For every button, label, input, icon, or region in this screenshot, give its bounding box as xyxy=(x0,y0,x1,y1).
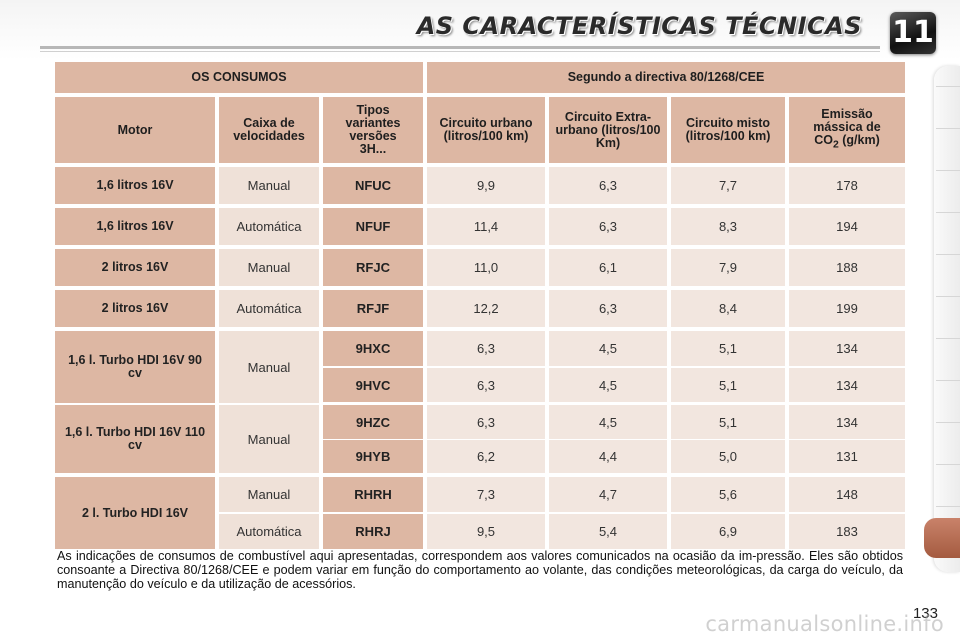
urban-value: 9,5 xyxy=(427,514,545,549)
motor-cell: 1,6 l. Turbo HDI 16V 90 cv xyxy=(55,331,215,403)
co2-subscript: 2 xyxy=(832,139,839,151)
variant-cell: 9HXC xyxy=(323,331,423,366)
col-header-motor: Motor xyxy=(55,97,215,163)
col-header-extra-urban: Circuito Extra-urbano (litros/100 Km) xyxy=(549,97,667,163)
chapter-tab[interactable] xyxy=(936,212,960,213)
extra-urban-value: 6,3 xyxy=(549,167,667,204)
co2-label: Emissão mássica de CO xyxy=(813,107,881,148)
chapter-tab[interactable] xyxy=(936,338,960,339)
chapter-tab[interactable] xyxy=(936,464,960,465)
extra-urban-value: 4,7 xyxy=(549,477,667,512)
col-header-variants: Tipos variantes versões 3H... xyxy=(323,97,423,163)
chapter-tab-active[interactable] xyxy=(924,518,960,558)
chapter-tab[interactable] xyxy=(936,296,960,297)
watermark: carmanualsonline.info xyxy=(705,612,944,636)
page-title: AS CARACTERÍSTICAS TÉCNICAS xyxy=(416,12,862,40)
co2-value: 178 xyxy=(789,167,905,204)
motor-cell: 2 litros 16V xyxy=(55,249,215,286)
mixed-value: 5,1 xyxy=(671,368,785,402)
variant-cell: 9HZC xyxy=(323,405,423,439)
mixed-value: 8,4 xyxy=(671,290,785,327)
variant-cell: RHRJ xyxy=(323,514,423,549)
extra-urban-value: 5,4 xyxy=(549,514,667,549)
urban-value: 6,3 xyxy=(427,405,545,439)
chapter-tabs[interactable] xyxy=(934,66,960,572)
extra-urban-value: 6,3 xyxy=(549,208,667,245)
mixed-value: 7,9 xyxy=(671,249,785,286)
gearbox-cell: Automática xyxy=(219,208,319,245)
motor-cell: 2 litros 16V xyxy=(55,290,215,327)
mixed-value: 5,0 xyxy=(671,440,785,473)
col-header-gearbox: Caixa de velocidades xyxy=(219,97,319,163)
header-rule-thin xyxy=(40,51,880,52)
chapter-tab[interactable] xyxy=(936,170,960,171)
urban-value: 7,3 xyxy=(427,477,545,512)
motor-cell: 1,6 litros 16V xyxy=(55,208,215,245)
variant-cell: NFUC xyxy=(323,167,423,204)
motor-cell: 1,6 l. Turbo HDI 16V 110 cv xyxy=(55,405,215,473)
co2-value: 199 xyxy=(789,290,905,327)
chapter-tab[interactable] xyxy=(936,380,960,381)
urban-value: 12,2 xyxy=(427,290,545,327)
chapter-badge: 11 xyxy=(890,12,936,54)
col-header-mixed: Circuito misto (litros/100 km) xyxy=(671,97,785,163)
extra-urban-value: 4,5 xyxy=(549,368,667,402)
chapter-tab[interactable] xyxy=(936,506,960,507)
urban-value: 9,9 xyxy=(427,167,545,204)
gearbox-cell: Manual xyxy=(219,405,319,473)
page-number: 133 xyxy=(912,605,938,622)
co2-value: 134 xyxy=(789,368,905,402)
co2-value: 148 xyxy=(789,477,905,512)
co2-value: 134 xyxy=(789,405,905,439)
extra-urban-value: 4,5 xyxy=(549,331,667,366)
section-header-directive: Segundo a directiva 80/1268/CEE xyxy=(427,62,905,93)
mixed-value: 6,9 xyxy=(671,514,785,549)
co2-unit: (g/km) xyxy=(838,133,880,148)
chapter-tab[interactable] xyxy=(936,128,960,129)
mixed-value: 8,3 xyxy=(671,208,785,245)
motor-cell: 1,6 litros 16V xyxy=(55,167,215,204)
co2-value: 188 xyxy=(789,249,905,286)
mixed-value: 5,6 xyxy=(671,477,785,512)
gearbox-cell: Manual xyxy=(219,167,319,204)
chapter-tab[interactable] xyxy=(936,422,960,423)
footnote: As indicações de consumos de combustível… xyxy=(57,549,903,591)
variant-cell: NFUF xyxy=(323,208,423,245)
mixed-value: 7,7 xyxy=(671,167,785,204)
header-band xyxy=(0,0,960,60)
chapter-tab[interactable] xyxy=(936,254,960,255)
urban-value: 6,3 xyxy=(427,368,545,402)
col-header-co2: Emissão mássica de CO2 (g/km) xyxy=(789,97,905,163)
section-header-consumption: OS CONSUMOS xyxy=(55,62,423,93)
variant-cell: 9HVC xyxy=(323,368,423,402)
extra-urban-value: 4,4 xyxy=(549,440,667,473)
co2-value: 131 xyxy=(789,440,905,473)
motor-cell: 2 l. Turbo HDI 16V xyxy=(55,477,215,549)
co2-value: 134 xyxy=(789,331,905,366)
co2-value: 183 xyxy=(789,514,905,549)
variant-cell: RFJF xyxy=(323,290,423,327)
gearbox-cell: Automática xyxy=(219,290,319,327)
mixed-value: 5,1 xyxy=(671,405,785,439)
urban-value: 6,2 xyxy=(427,440,545,473)
chapter-tab[interactable] xyxy=(936,86,960,87)
variant-cell: 9HYB xyxy=(323,440,423,473)
extra-urban-value: 6,1 xyxy=(549,249,667,286)
co2-value: 194 xyxy=(789,208,905,245)
gearbox-cell: Manual xyxy=(219,249,319,286)
mixed-value: 5,1 xyxy=(671,331,785,366)
gearbox-cell: Manual xyxy=(219,331,319,403)
urban-value: 6,3 xyxy=(427,331,545,366)
gearbox-cell: Manual xyxy=(219,477,319,512)
urban-value: 11,4 xyxy=(427,208,545,245)
variant-cell: RHRH xyxy=(323,477,423,512)
extra-urban-value: 4,5 xyxy=(549,405,667,439)
col-header-urban: Circuito urbano (litros/100 km) xyxy=(427,97,545,163)
gearbox-cell: Automática xyxy=(219,514,319,549)
header-rule xyxy=(40,46,880,49)
extra-urban-value: 6,3 xyxy=(549,290,667,327)
urban-value: 11,0 xyxy=(427,249,545,286)
variant-cell: RFJC xyxy=(323,249,423,286)
